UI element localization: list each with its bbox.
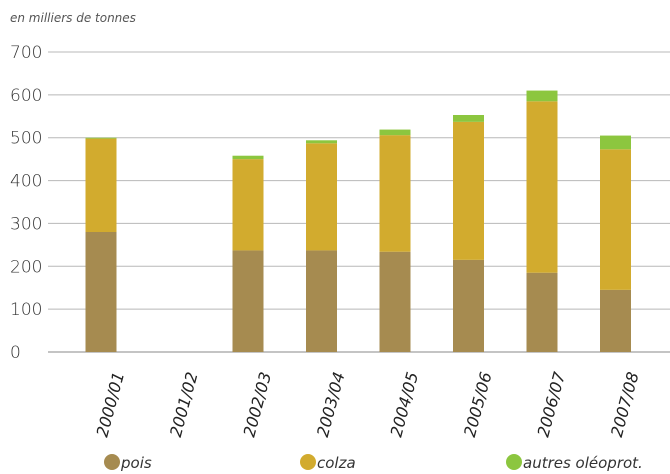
bars xyxy=(85,90,631,352)
bar-segment-autresoloprot xyxy=(232,155,264,160)
gridlines xyxy=(48,51,670,353)
y-tick-label: 600 xyxy=(10,86,42,106)
x-tick-label: 2005/06 xyxy=(460,370,496,439)
bar-segment-colza xyxy=(379,135,411,252)
y-tick-label: 700 xyxy=(10,43,42,63)
bar-segment-pois xyxy=(85,232,117,352)
legend-swatch xyxy=(300,454,316,470)
y-tick-label: 100 xyxy=(10,300,42,320)
legend: pois colza autres oléoprot. xyxy=(104,454,643,472)
bar-segment-colza xyxy=(600,149,631,290)
x-tick-label: 2001/02 xyxy=(166,370,202,439)
legend-swatch xyxy=(104,454,120,470)
bar-segment-pois xyxy=(600,289,631,352)
legend-label: pois xyxy=(120,454,152,472)
x-tick-label: 2003/04 xyxy=(313,370,349,439)
x-tick-label: 2002/03 xyxy=(240,370,276,439)
x-tick-label: 2004/05 xyxy=(387,370,423,439)
bar-segment-pois xyxy=(232,250,264,352)
y-tick-label: 400 xyxy=(10,172,42,192)
bar-segment-colza xyxy=(453,121,484,260)
bar-segment-autresoloprot xyxy=(85,137,117,139)
bar-segment-colza xyxy=(306,143,337,251)
y-tick-label: 300 xyxy=(10,214,42,234)
x-tick-label: 2006/07 xyxy=(534,369,570,439)
bar-segment-colza xyxy=(526,101,558,273)
legend-label: colza xyxy=(317,454,356,472)
bar-segment-pois xyxy=(526,272,558,352)
y-tick-label: 0 xyxy=(10,343,21,363)
bar-segment-autresoloprot xyxy=(379,129,411,136)
legend-label: autres oléoprot. xyxy=(523,454,643,472)
bar-segment-autresoloprot xyxy=(453,115,484,122)
unit-label: en milliers de tonnes xyxy=(10,11,136,25)
x-tick-label: 2007/08 xyxy=(607,370,643,439)
x-tick-label: 2000/01 xyxy=(93,370,129,439)
bar-segment-autresoloprot xyxy=(600,135,631,150)
x-axis: 2000/01 2001/02 2002/03 2003/04 2004/05 2005/… xyxy=(93,369,643,439)
bar-segment-colza xyxy=(85,138,117,232)
y-tick-label: 200 xyxy=(10,257,42,277)
bar-segment-pois xyxy=(453,259,484,352)
bar-segment-pois xyxy=(306,250,337,352)
bar-segment-pois xyxy=(379,251,411,352)
y-tick-label: 500 xyxy=(10,129,42,149)
bar-segment-autresoloprot xyxy=(526,90,558,102)
bar-segment-autresoloprot xyxy=(306,140,337,144)
y-axis: 0 100 200 300 400 500 600 700 xyxy=(10,43,42,363)
legend-swatch xyxy=(506,454,522,470)
bar-segment-colza xyxy=(232,159,264,251)
